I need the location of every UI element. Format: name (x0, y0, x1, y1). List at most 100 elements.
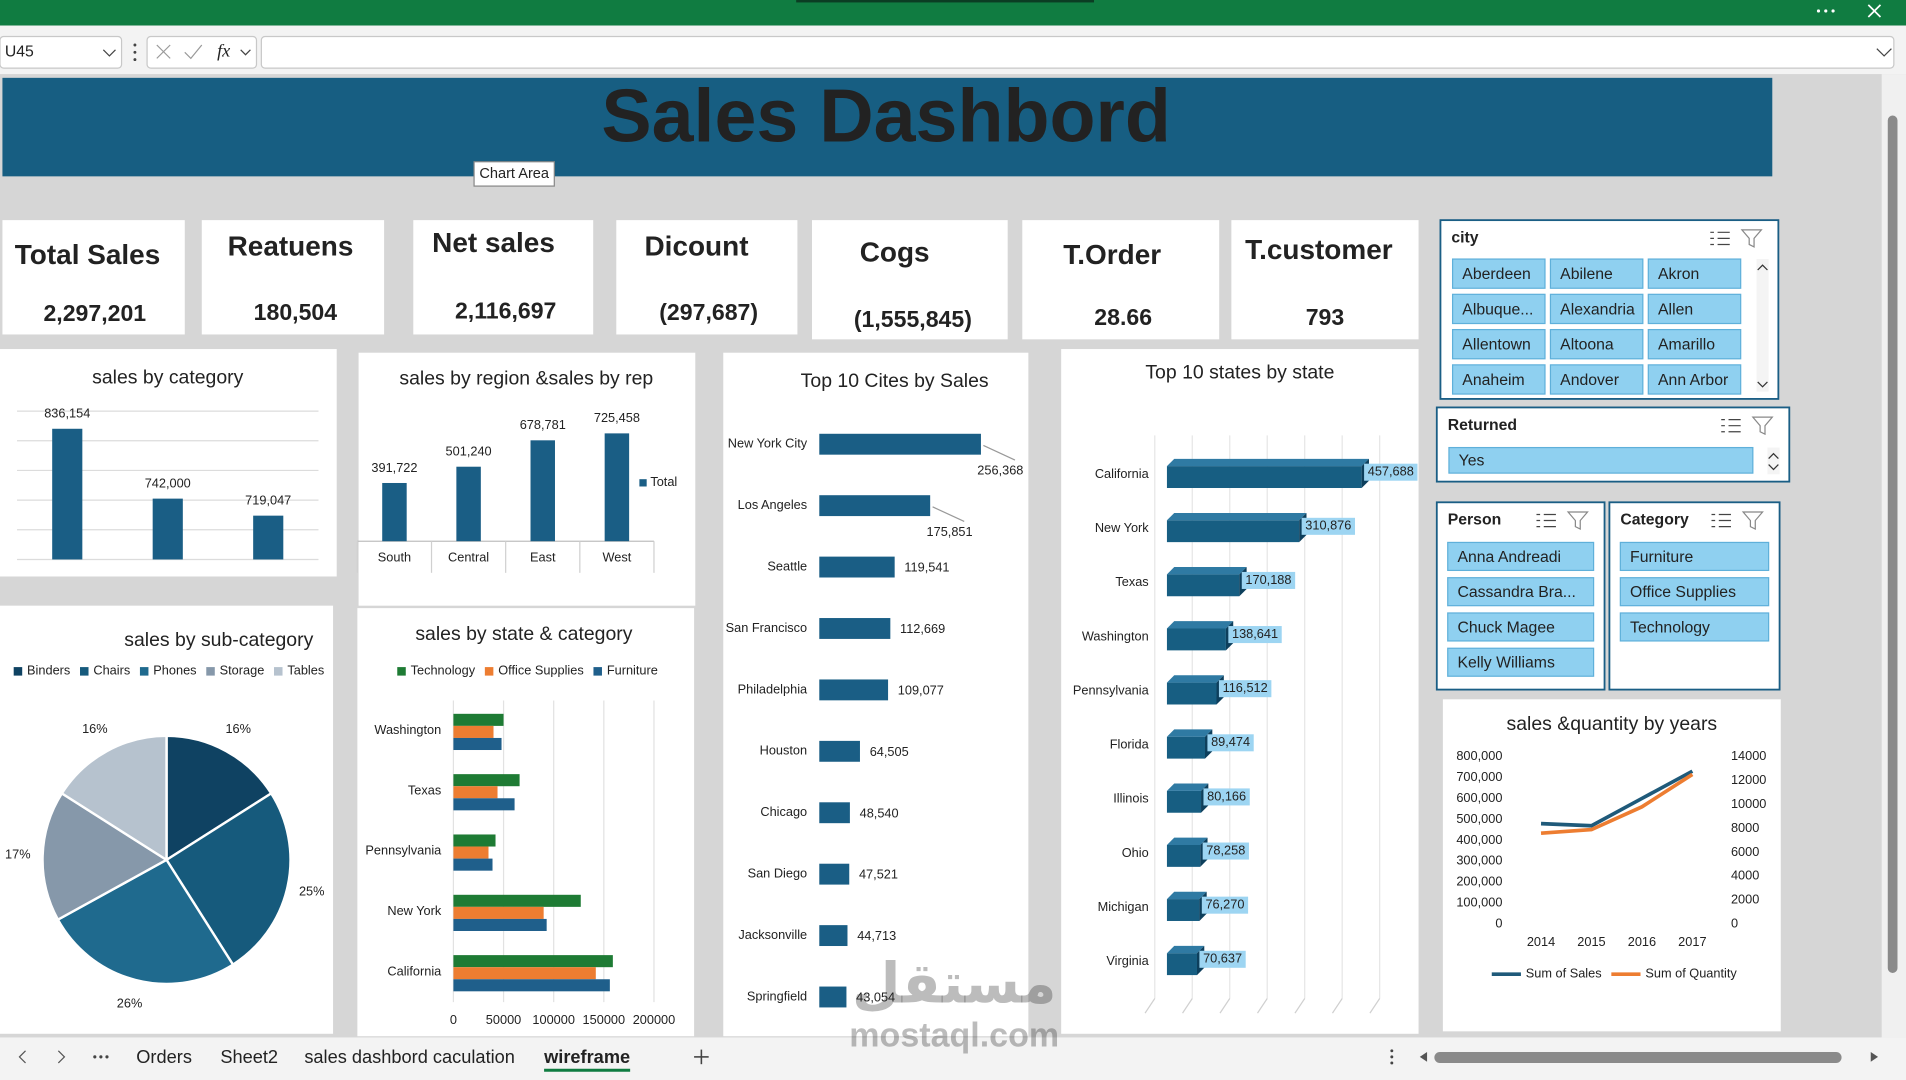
multi-select-button[interactable] (1711, 513, 1731, 528)
slicer-item[interactable] (1647, 258, 1742, 289)
slicer-item[interactable] (1549, 293, 1644, 325)
name-box[interactable] (0, 35, 123, 69)
slicer-item[interactable] (1448, 446, 1754, 474)
y-tick-label: 0 (1495, 916, 1502, 931)
slicer-item[interactable] (1451, 328, 1546, 360)
slicer-item-text: Ann Arbor (1658, 372, 1728, 389)
name-box-arrow[interactable] (102, 49, 116, 57)
slicer-item-text: Amarillo (1658, 337, 1715, 354)
sheet-tab[interactable]: Sheet2 (220, 1046, 278, 1067)
legend-label: Technology (411, 663, 476, 678)
formula-input[interactable] (260, 35, 1895, 69)
kpi-card (413, 220, 594, 335)
data-label: 89,474 (1211, 734, 1250, 749)
kpi-card (1231, 220, 1419, 340)
slicer-item[interactable] (1447, 577, 1595, 607)
bar (453, 846, 489, 859)
floor-line (1144, 998, 1156, 1014)
chart-title: Top 10 states by state (1145, 362, 1334, 384)
slicer-item[interactable] (1549, 328, 1644, 360)
data-label: 501,240 (446, 443, 492, 458)
bar (604, 433, 630, 542)
slicer-item[interactable] (1451, 364, 1546, 395)
slicer-item[interactable] (1451, 293, 1546, 325)
slicer-title: Category (1620, 512, 1689, 529)
slicer-scrollbar[interactable] (1756, 259, 1769, 392)
slicer-item[interactable] (1549, 258, 1644, 289)
bar-top (1166, 512, 1307, 521)
slicer-item[interactable] (1619, 577, 1770, 607)
y-tick-label: New York (387, 903, 441, 918)
slicer-item[interactable] (1447, 647, 1595, 677)
bar-top (1166, 621, 1234, 629)
clear-filter-button[interactable] (1566, 511, 1589, 531)
slicer-item[interactable] (1451, 258, 1546, 289)
slicer-scroll-down[interactable] (1757, 381, 1768, 388)
slicer-scroll-up[interactable] (1768, 452, 1779, 459)
enter-button[interactable] (184, 44, 203, 60)
bar (253, 515, 284, 560)
more-button[interactable] (1816, 9, 1835, 13)
close-button[interactable] (1867, 4, 1882, 18)
multi-select-button[interactable] (1710, 231, 1730, 246)
y-tick-label: Springfield (747, 988, 807, 1003)
y2-tick-label: 4000 (1731, 868, 1759, 883)
tab-bar-menu[interactable] (1390, 1049, 1394, 1065)
vertical-scroll-thumb[interactable] (1887, 115, 1898, 973)
pie-slice (164, 791, 292, 967)
kpi-value: 2,116,697 (455, 298, 556, 324)
bar (1166, 574, 1240, 597)
add-sheet[interactable] (694, 1049, 709, 1065)
slicer-item-text: Akron (1658, 266, 1699, 283)
multi-select-button[interactable] (1721, 418, 1741, 433)
next-sheet[interactable] (57, 1050, 66, 1064)
slicer-item-text: Office Supplies (1630, 584, 1736, 601)
slicer-item[interactable] (1619, 541, 1770, 572)
floor-line (1294, 998, 1306, 1014)
bar-top (1166, 945, 1205, 954)
y-tick-label: Washington (374, 722, 441, 737)
horizontal-scroll-thumb[interactable] (1434, 1052, 1842, 1063)
formula-buttons (146, 35, 258, 69)
fx-arrow[interactable] (240, 49, 251, 56)
slicer-item[interactable] (1447, 612, 1595, 642)
clear-filter-button[interactable] (1751, 416, 1774, 436)
kpi-label: Net sales (432, 227, 555, 258)
sheet-tab[interactable]: sales dashbord caculation (304, 1046, 515, 1067)
slicer-scrollbar[interactable] (1767, 447, 1780, 475)
slicer-item[interactable] (1549, 364, 1644, 395)
data-label: 391,722 (371, 460, 417, 475)
slicer-item[interactable] (1647, 328, 1742, 360)
formula-expand[interactable] (1876, 48, 1892, 57)
more-sheets[interactable] (93, 1055, 109, 1059)
data-label: 119,541 (904, 560, 949, 575)
clear-filter-button[interactable] (1740, 229, 1763, 248)
data-label: 43,054 (856, 990, 895, 1005)
slicer-item[interactable] (1447, 541, 1595, 572)
slicer-item[interactable] (1619, 612, 1770, 642)
bar (456, 466, 481, 542)
data-label: 310,876 (1305, 518, 1351, 533)
slicer-item[interactable] (1647, 364, 1742, 395)
y-tick-label: Pennsylvania (1073, 682, 1150, 697)
data-label: 17% (5, 847, 31, 862)
scroll-left[interactable] (1419, 1052, 1428, 1062)
slicer-item[interactable] (1647, 293, 1742, 325)
chart-title: sales by sub-category (124, 629, 313, 651)
chart-title: sales by region &sales by rep (399, 368, 653, 390)
name-box-menu[interactable] (133, 43, 137, 62)
sheet-tab[interactable]: wireframe (543, 1046, 630, 1067)
cancel-button[interactable] (156, 44, 171, 59)
bar (1166, 466, 1362, 489)
clear-filter-button[interactable] (1741, 511, 1764, 531)
multi-select-button[interactable] (1536, 513, 1556, 528)
slicer-scroll-up[interactable] (1757, 264, 1768, 271)
sheet-tab[interactable]: Orders (136, 1046, 192, 1067)
scroll-right[interactable] (1870, 1052, 1879, 1062)
slicer-scroll-down[interactable] (1768, 464, 1779, 471)
prev-sheet[interactable] (18, 1050, 26, 1064)
y-tick-label: Virginia (1106, 953, 1149, 968)
bar (819, 925, 848, 947)
y2-tick-label: 12000 (1731, 772, 1766, 787)
